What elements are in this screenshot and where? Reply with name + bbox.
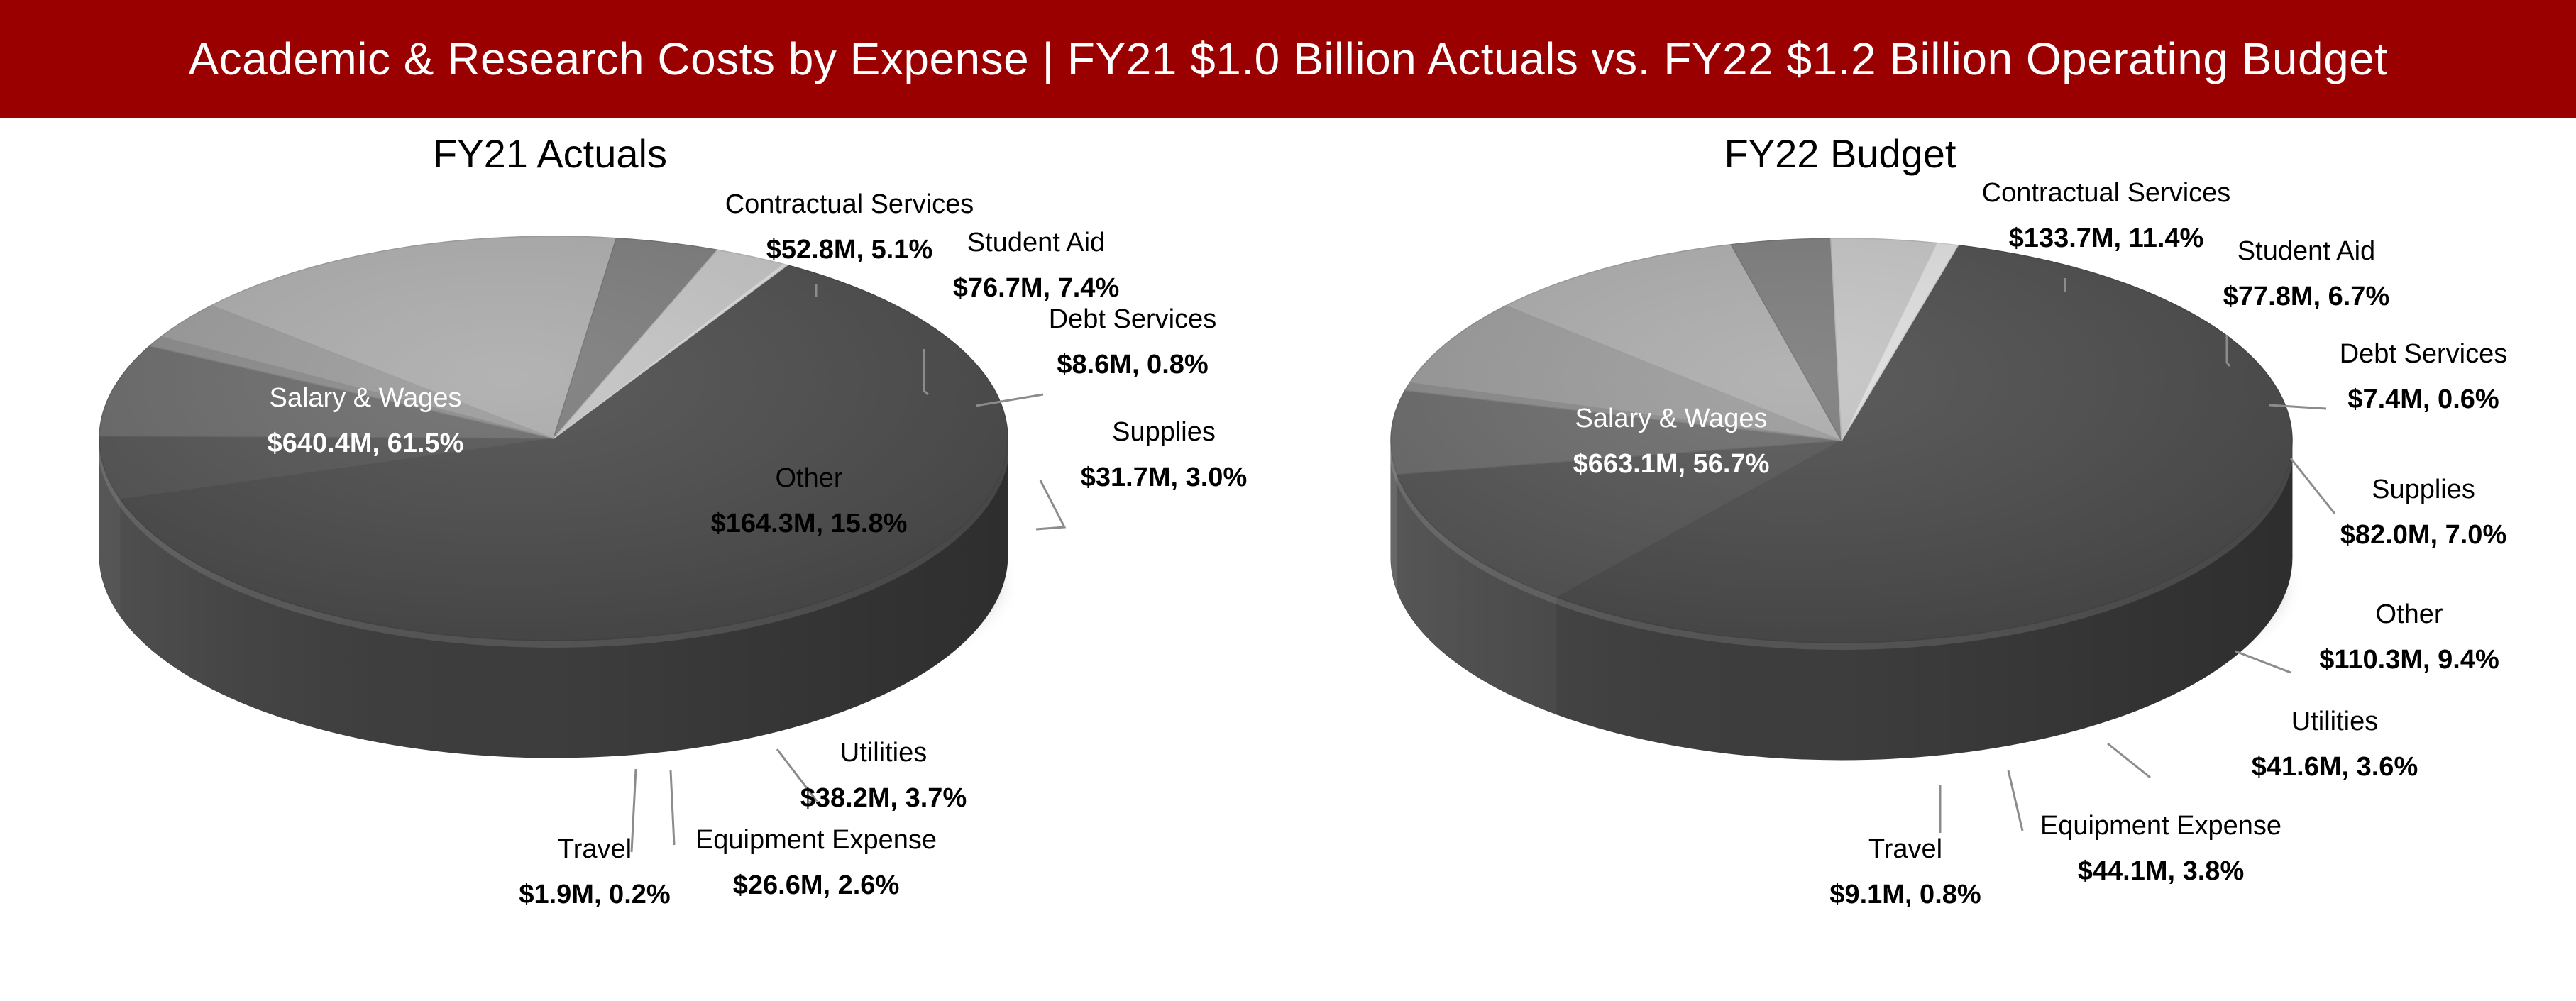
leader-line-student-aid [2225,335,2231,367]
label-name-utilities: Utilities [840,738,927,768]
label-value-utilities: $41.6M, 3.6% [2252,752,2418,782]
charts-canvas: FY21 Actuals Salary & Wages $640.4M, 61.5%… [97,131,2508,909]
label-value-travel: $9.1M, 0.8% [1829,880,1981,909]
label-name-equipment-expense: Equipment Expense [695,825,937,855]
label-value-debt-services: $8.6M, 0.8% [1057,350,1208,380]
pie-fy22-budget: FY22 Budget Salary & Wages $663.1M, 56.7% C… [1389,131,2508,909]
title-banner: Academic & Research Costs by Expense | F… [0,0,2576,118]
label-value-utilities: $38.2M, 3.7% [800,783,967,813]
pie-fy21-actuals: FY21 Actuals Salary & Wages $640.4M, 61.5%… [97,131,1247,909]
label-value-equipment-expense: $44.1M, 3.8% [2078,856,2244,886]
leader-line-equipment-expense [2007,770,2024,831]
leader-line-supplies [1035,480,1067,531]
label-value-contractual-services: $52.8M, 5.1% [766,235,932,265]
label-value-travel: $1.9M, 0.2% [519,880,670,909]
label-value-supplies: $31.7M, 3.0% [1081,463,1247,492]
pie-top-shading [99,236,1008,641]
label-value-salary-and-wages: $640.4M, 61.5% [268,428,464,458]
label-name-student-aid: Student Aid [967,228,1105,258]
chart-title: FY21 Actuals [433,131,667,176]
label-value-equipment-expense: $26.6M, 2.6% [733,870,899,900]
leader-line-student-aid [923,349,929,396]
label-value-other: $164.3M, 15.8% [711,509,908,538]
label-name-salary-and-wages: Salary & Wages [1575,404,1767,433]
label-name-debt-services: Debt Services [1049,304,1217,334]
label-value-student-aid: $77.8M, 6.7% [2223,282,2389,311]
pie-top-shading [1391,238,2292,643]
label-name-travel: Travel [558,834,632,864]
label-name-salary-and-wages: Salary & Wages [269,383,461,413]
label-value-other: $110.3M, 9.4% [2319,645,2499,675]
label-name-other: Other [775,463,842,493]
pie-side-shading [99,438,1008,758]
label-name-contractual-services: Contractual Services [1982,178,2231,208]
leader-line-debt-services [975,393,1044,407]
chart-title: FY22 Budget [1724,131,1956,176]
label-value-student-aid: $76.7M, 7.4% [953,273,1119,303]
label-name-equipment-expense: Equipment Expense [2040,811,2281,841]
label-name-travel: Travel [1868,834,1942,864]
label-value-supplies: $82.0M, 7.0% [2340,520,2506,550]
leader-line-equipment-expense [669,770,676,846]
leader-line-other [2235,650,2291,674]
leader-line-supplies [2289,458,2336,514]
page-title: Academic & Research Costs by Expense | F… [188,33,2388,84]
leader-line-utilities [776,748,818,804]
label-name-debt-services: Debt Services [2340,339,2508,369]
label-value-debt-services: $7.4M, 0.6% [2347,385,2499,414]
label-value-contractual-services: $133.7M, 11.4% [2009,223,2204,253]
label-value-salary-and-wages: $663.1M, 56.7% [1573,449,1770,479]
label-name-utilities: Utilities [2291,707,2378,736]
label-name-supplies: Supplies [2372,475,2475,504]
label-name-supplies: Supplies [1112,417,1216,447]
leader-line-travel [630,768,637,853]
label-name-other: Other [2375,599,2443,629]
pie-side-shading [1391,441,2292,760]
label-name-contractual-services: Contractual Services [725,189,974,219]
leader-line-utilities [2107,742,2151,779]
label-name-student-aid: Student Aid [2238,236,2375,266]
leader-line-debt-services [2269,404,2327,410]
